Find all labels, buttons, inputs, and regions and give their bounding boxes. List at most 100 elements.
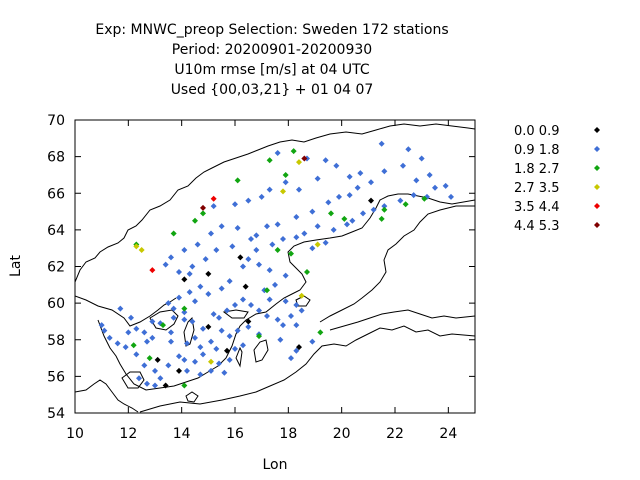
data-point-series-1 — [346, 192, 353, 199]
title-line-2: Period: 20200901-20200930 — [172, 42, 372, 58]
data-point-series-1 — [264, 312, 270, 319]
y-tick-label: 54 — [47, 406, 65, 422]
data-point-series-1 — [232, 345, 238, 352]
data-point-series-1 — [397, 197, 404, 204]
data-point-series-2 — [381, 206, 388, 213]
legend-label: 1.8 2.7 — [514, 162, 559, 177]
data-point-series-1 — [101, 327, 108, 334]
data-point-series-1 — [176, 268, 182, 275]
legend-label: 4.4 5.3 — [514, 219, 559, 234]
data-point-series-1 — [208, 338, 214, 345]
y-axis-label: Lat — [8, 255, 24, 277]
data-point-series-1 — [293, 214, 300, 221]
data-point-series-1 — [274, 149, 281, 156]
data-point-series-2 — [256, 333, 262, 340]
data-point-series-1 — [346, 173, 353, 180]
title-line-1: Exp: MNWC_preop Selection: Sweden 172 st… — [95, 22, 448, 38]
data-point-series-4 — [149, 267, 156, 274]
data-point-series-2 — [192, 217, 198, 224]
data-point-series-1 — [98, 322, 105, 329]
lake-vattern — [183, 316, 195, 347]
data-point-series-1 — [162, 261, 169, 268]
data-point-series-1 — [202, 256, 209, 263]
data-point-series-1 — [269, 241, 276, 248]
y-tick-label: 62 — [47, 260, 65, 276]
data-point-series-2 — [234, 177, 241, 184]
data-point-series-1 — [133, 351, 140, 358]
data-point-series-1 — [400, 162, 406, 169]
data-point-series-1 — [370, 206, 377, 213]
data-point-series-1 — [133, 325, 140, 332]
data-point-series-1 — [256, 261, 262, 268]
data-point-series-1 — [309, 208, 316, 215]
legend: 0.0 0.9 0.9 1.8 1.8 2.7 2.7 3.5 3.5 4.4 4.4 5… — [514, 124, 600, 234]
data-point-series-1 — [258, 193, 265, 200]
data-point-series-3 — [314, 241, 321, 248]
data-point-series-1 — [314, 175, 321, 182]
data-point-series-1 — [176, 294, 182, 301]
data-point-series-1 — [298, 307, 305, 314]
data-point-series-1 — [197, 344, 204, 351]
data-point-series-3 — [280, 188, 286, 195]
data-point-series-1 — [181, 316, 188, 323]
data-point-series-1 — [253, 247, 260, 254]
legend-marker — [594, 222, 600, 228]
data-point-series-1 — [333, 162, 340, 169]
data-point-series-1 — [266, 186, 273, 193]
data-point-series-1 — [141, 362, 148, 369]
data-point-series-1 — [280, 236, 286, 243]
data-point-series-0 — [237, 254, 244, 261]
data-point-series-1 — [197, 283, 204, 290]
data-point-series-1 — [349, 217, 356, 224]
data-point-series-1 — [218, 327, 225, 334]
coastline-baltic-south — [139, 325, 475, 413]
data-point-series-1 — [418, 155, 425, 162]
data-point-series-2 — [317, 329, 324, 336]
data-point-series-1 — [170, 305, 177, 312]
data-point-series-1 — [200, 351, 206, 358]
coastline-sweden-west — [97, 193, 475, 391]
data-points — [98, 140, 454, 389]
data-point-series-1 — [117, 305, 124, 312]
data-point-series-1 — [266, 296, 273, 303]
data-point-series-1 — [282, 179, 289, 186]
data-point-series-5 — [200, 204, 206, 211]
data-point-series-1 — [213, 345, 220, 352]
data-point-series-2 — [402, 201, 409, 208]
data-point-series-1 — [282, 272, 289, 279]
data-point-series-1 — [114, 340, 121, 347]
data-point-series-1 — [192, 334, 198, 341]
data-point-series-1 — [168, 254, 174, 261]
data-point-series-1 — [293, 322, 300, 329]
data-point-series-1 — [432, 184, 438, 191]
data-point-series-1 — [240, 263, 246, 270]
data-point-series-5 — [301, 155, 308, 162]
data-point-series-1 — [205, 290, 212, 297]
data-point-series-1 — [296, 186, 302, 193]
data-point-series-1 — [184, 340, 190, 347]
y-tick-label: 56 — [47, 369, 65, 385]
data-point-series-1 — [378, 140, 385, 147]
data-point-series-0 — [368, 197, 374, 204]
data-point-series-1 — [309, 245, 316, 252]
data-point-series-1 — [448, 193, 454, 200]
data-point-series-1 — [226, 278, 233, 285]
data-point-series-1 — [170, 314, 177, 321]
data-point-series-1 — [181, 356, 188, 363]
data-point-series-1 — [280, 322, 286, 329]
title-line-3: U10m rmse [m/s] at 04 UTC — [174, 62, 369, 78]
data-point-series-1 — [165, 362, 172, 369]
data-point-series-0 — [296, 344, 302, 351]
data-point-series-1 — [442, 182, 449, 189]
data-point-series-1 — [240, 296, 246, 303]
x-tick-label: 18 — [279, 426, 297, 442]
data-point-series-1 — [197, 371, 204, 378]
data-point-series-1 — [322, 157, 329, 164]
data-point-series-1 — [192, 298, 198, 305]
data-point-series-1 — [192, 358, 198, 365]
data-point-series-1 — [186, 270, 193, 277]
data-point-series-1 — [136, 375, 142, 382]
data-point-series-1 — [128, 314, 134, 321]
data-point-series-2 — [181, 382, 188, 389]
data-point-series-1 — [208, 367, 214, 374]
